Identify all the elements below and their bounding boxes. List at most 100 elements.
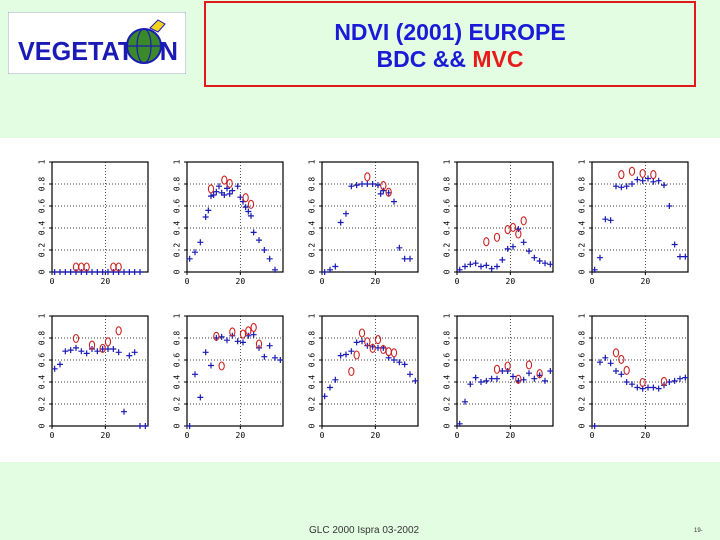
bdc-point xyxy=(57,361,63,368)
panel-frame xyxy=(321,315,419,427)
bdc-point xyxy=(407,371,413,378)
y-tick-label: 0.8 xyxy=(173,177,182,192)
mvc-point xyxy=(229,327,236,337)
bdc-point xyxy=(208,193,214,200)
bdc-point xyxy=(348,183,355,190)
page-number: 19- xyxy=(694,528,703,534)
mvc-point xyxy=(618,170,625,180)
bdc-point xyxy=(377,190,384,197)
bdc-point xyxy=(682,253,689,260)
y-tick-label: 0.6 xyxy=(308,199,317,214)
y-tick-label: 0.4 xyxy=(578,221,587,236)
bdc-point xyxy=(216,183,222,190)
bdc-point xyxy=(655,177,662,184)
bdc-point xyxy=(89,269,95,275)
mvc-point xyxy=(242,193,249,203)
y-tick-label: 1 xyxy=(578,159,587,164)
y-tick-label: 0.8 xyxy=(38,331,47,346)
bdc-point xyxy=(234,183,241,190)
panel-frame xyxy=(186,161,284,273)
y-tick-label: 0.2 xyxy=(578,243,587,258)
panel-frame xyxy=(51,161,149,273)
x-tick-label: 0 xyxy=(50,431,55,440)
bdc-point xyxy=(67,269,74,275)
bdc-point xyxy=(126,269,133,275)
bdc-point xyxy=(385,189,392,196)
mvc-point xyxy=(650,170,657,180)
bdc-point xyxy=(483,377,490,384)
bdc-point xyxy=(467,261,474,268)
bdc-point xyxy=(613,183,619,190)
bdc-point xyxy=(226,190,233,197)
bdc-point xyxy=(110,269,117,275)
bdc-point xyxy=(234,338,241,345)
bdc-point xyxy=(467,381,474,388)
bdc-point xyxy=(515,226,522,233)
mvc-point xyxy=(115,326,122,336)
bdc-point xyxy=(224,337,230,344)
y-tick-label: 1 xyxy=(578,313,587,318)
y-tick-label: 1 xyxy=(38,313,47,318)
y-tick-label: 1 xyxy=(443,159,452,164)
bdc-point xyxy=(504,245,511,252)
title-line-2: BDC && MVC xyxy=(206,46,694,73)
bdc-point xyxy=(666,379,673,385)
mvc-point xyxy=(515,374,522,384)
mvc-point xyxy=(358,328,366,338)
y-tick-label: 0.2 xyxy=(38,397,47,412)
mvc-point xyxy=(536,369,543,379)
mvc-point xyxy=(115,262,122,272)
bdc-point xyxy=(531,254,538,261)
y-tick-label: 0.4 xyxy=(173,221,182,236)
bdc-point xyxy=(245,332,252,339)
x-tick-label: 20 xyxy=(101,277,111,286)
y-tick-label: 0.2 xyxy=(443,243,452,258)
y-tick-label: 0.8 xyxy=(443,331,452,346)
bdc-point xyxy=(242,204,249,211)
y-tick-label: 0 xyxy=(308,269,317,274)
bdc-point xyxy=(348,348,355,355)
bdc-point xyxy=(250,229,257,236)
y-tick-label: 0.6 xyxy=(38,199,47,214)
bdc-point xyxy=(623,183,630,190)
y-tick-label: 0.6 xyxy=(578,353,587,368)
bdc-point xyxy=(272,266,278,273)
title-line-1: NDVI (2001) EUROPE xyxy=(334,19,566,45)
y-tick-label: 0 xyxy=(38,269,47,274)
y-tick-label: 0.4 xyxy=(308,375,317,390)
bdc-point xyxy=(682,374,689,381)
bdc-point xyxy=(462,263,468,270)
bdc-point xyxy=(202,349,209,356)
mvc-point xyxy=(239,329,247,339)
mvc-point xyxy=(493,364,501,374)
bdc-point xyxy=(99,346,106,352)
bdc-point xyxy=(208,362,214,369)
bdc-point xyxy=(256,237,262,244)
x-tick-label: 20 xyxy=(641,277,651,286)
y-tick-label: 0.6 xyxy=(173,353,182,368)
y-tick-label: 0.2 xyxy=(308,397,317,412)
bdc-point xyxy=(520,239,527,246)
panel-frame xyxy=(591,161,689,273)
bdc-point xyxy=(478,263,484,270)
bdc-point xyxy=(83,350,90,357)
x-tick-label: 0 xyxy=(455,431,460,440)
globe-icon xyxy=(126,19,166,64)
panel-frame xyxy=(591,315,689,427)
bdc-point xyxy=(218,333,225,340)
bdc-point xyxy=(105,346,111,352)
x-tick-label: 20 xyxy=(641,431,651,440)
bdc-point xyxy=(250,331,257,338)
bdc-point xyxy=(62,269,69,275)
bdc-point xyxy=(629,181,635,187)
y-tick-label: 0 xyxy=(173,269,182,274)
bdc-point xyxy=(591,423,598,429)
bdc-point xyxy=(629,381,635,388)
bdc-point xyxy=(67,347,74,354)
bdc-point xyxy=(623,379,630,385)
y-tick-label: 0.2 xyxy=(443,397,452,412)
mvc-point xyxy=(221,175,228,185)
bdc-point xyxy=(73,344,79,351)
bdc-point xyxy=(337,352,344,359)
y-tick-label: 0.6 xyxy=(173,199,182,214)
